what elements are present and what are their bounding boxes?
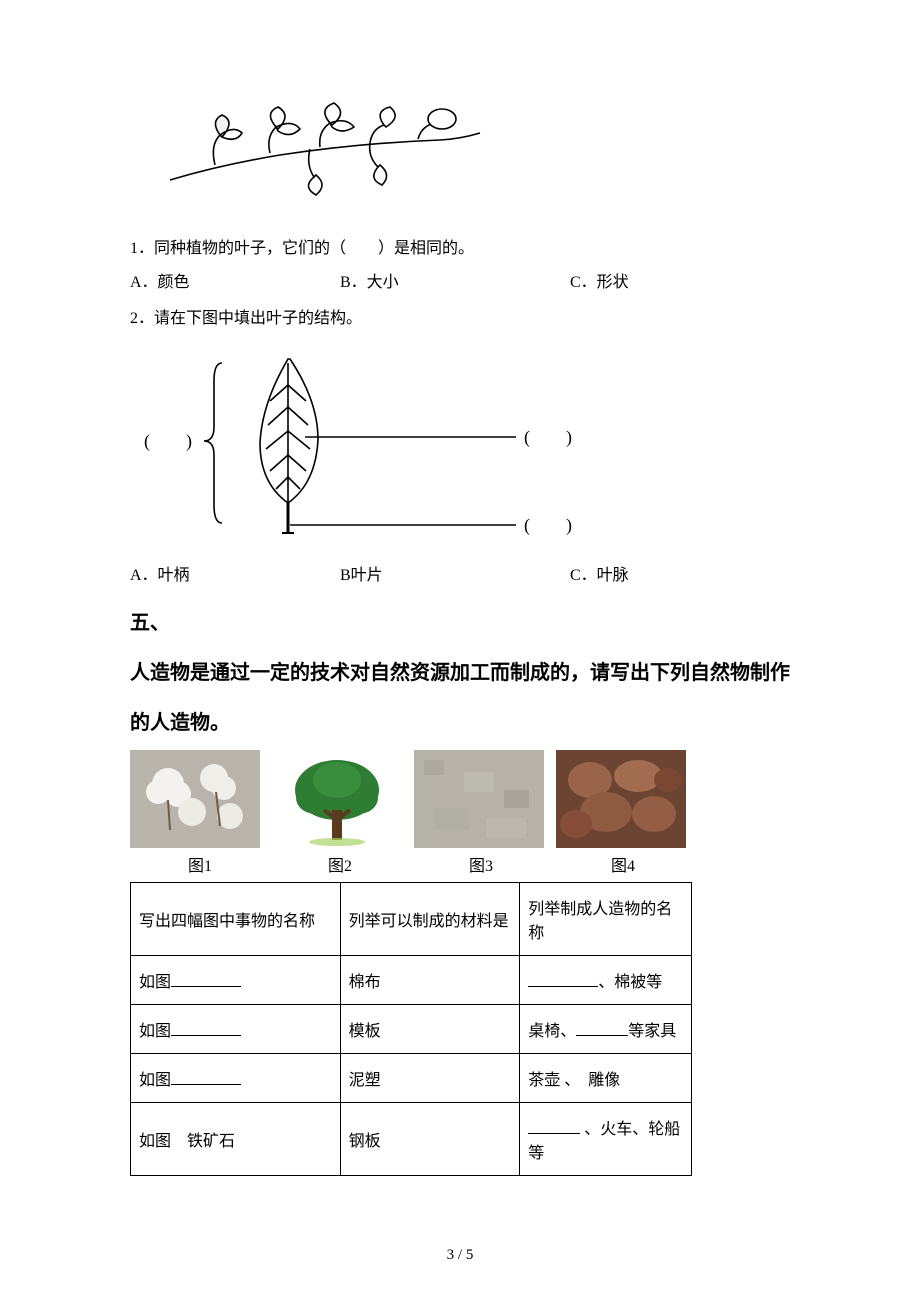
img-label-2: 图2 <box>270 852 410 876</box>
row1-c1: 如图 <box>131 956 341 1005</box>
svg-text:( ): ( ) <box>144 431 192 452</box>
image-rocks <box>556 750 686 848</box>
img-label-1: 图1 <box>130 852 270 876</box>
row3-c3: 茶壶 、 雕像 <box>520 1054 692 1103</box>
row2-c2: 模板 <box>340 1005 520 1054</box>
materials-table: 写出四幅图中事物的名称 列举可以制成的材料是 列举制成人造物的名称 如图 棉布 … <box>130 882 692 1176</box>
images-row <box>130 750 790 848</box>
row3-c1: 如图 <box>131 1054 341 1103</box>
question-2: 2．请在下图中填出叶子的结构。 <box>130 303 790 335</box>
table-row: 如图 模板 桌椅、等家具 <box>131 1005 692 1054</box>
img-label-4: 图4 <box>552 852 694 876</box>
section-5-heading: 五、 <box>130 598 790 648</box>
image-labels: 图1 图2 图3 图4 <box>130 852 790 876</box>
row1-c3: 、棉被等 <box>520 956 692 1005</box>
q1-option-c: C．形状 <box>570 267 790 299</box>
q1-option-a: A．颜色 <box>130 267 340 299</box>
branch-illustration <box>160 95 790 215</box>
q2-option-a: A．叶柄 <box>130 560 340 592</box>
table-row: 如图 泥塑 茶壶 、 雕像 <box>131 1054 692 1103</box>
image-cotton <box>130 750 260 848</box>
header-c3: 列举制成人造物的名称 <box>520 883 692 956</box>
table-row: 如图 棉布 、棉被等 <box>131 956 692 1005</box>
svg-text:( ): ( ) <box>524 515 572 536</box>
question-1: 1．同种植物的叶子，它们的（ ）是相同的。 <box>130 233 790 265</box>
section-5-text: 人造物是通过一定的技术对自然资源加工而制成的，请写出下列自然物制作的人造物。 <box>130 648 790 748</box>
row1-c2: 棉布 <box>340 956 520 1005</box>
q2-options: A．叶柄 B叶片 C．叶脉 <box>130 560 790 592</box>
image-tree <box>272 750 402 848</box>
page-number: 3 / 5 <box>0 1247 920 1264</box>
q1-option-b: B．大小 <box>340 267 570 299</box>
q1-options: A．颜色 B．大小 C．形状 <box>130 267 790 299</box>
svg-text:( ): ( ) <box>524 427 572 448</box>
row4-c3: 、火车、轮船等 <box>520 1103 692 1176</box>
table-header-row: 写出四幅图中事物的名称 列举可以制成的材料是 列举制成人造物的名称 <box>131 883 692 956</box>
table-row: 如图 铁矿石 钢板 、火车、轮船等 <box>131 1103 692 1176</box>
image-sand <box>414 750 544 848</box>
leaf-diagram: ( ) ( ) ( ) <box>130 345 790 550</box>
header-c2: 列举可以制成的材料是 <box>340 883 520 956</box>
img-label-3: 图3 <box>410 852 552 876</box>
row3-c2: 泥塑 <box>340 1054 520 1103</box>
q2-option-b: B叶片 <box>340 560 570 592</box>
row2-c3: 桌椅、等家具 <box>520 1005 692 1054</box>
row2-c1: 如图 <box>131 1005 341 1054</box>
row4-c2: 钢板 <box>340 1103 520 1176</box>
header-c1: 写出四幅图中事物的名称 <box>131 883 341 956</box>
q2-option-c: C．叶脉 <box>570 560 790 592</box>
row4-c1: 如图 铁矿石 <box>131 1103 341 1176</box>
